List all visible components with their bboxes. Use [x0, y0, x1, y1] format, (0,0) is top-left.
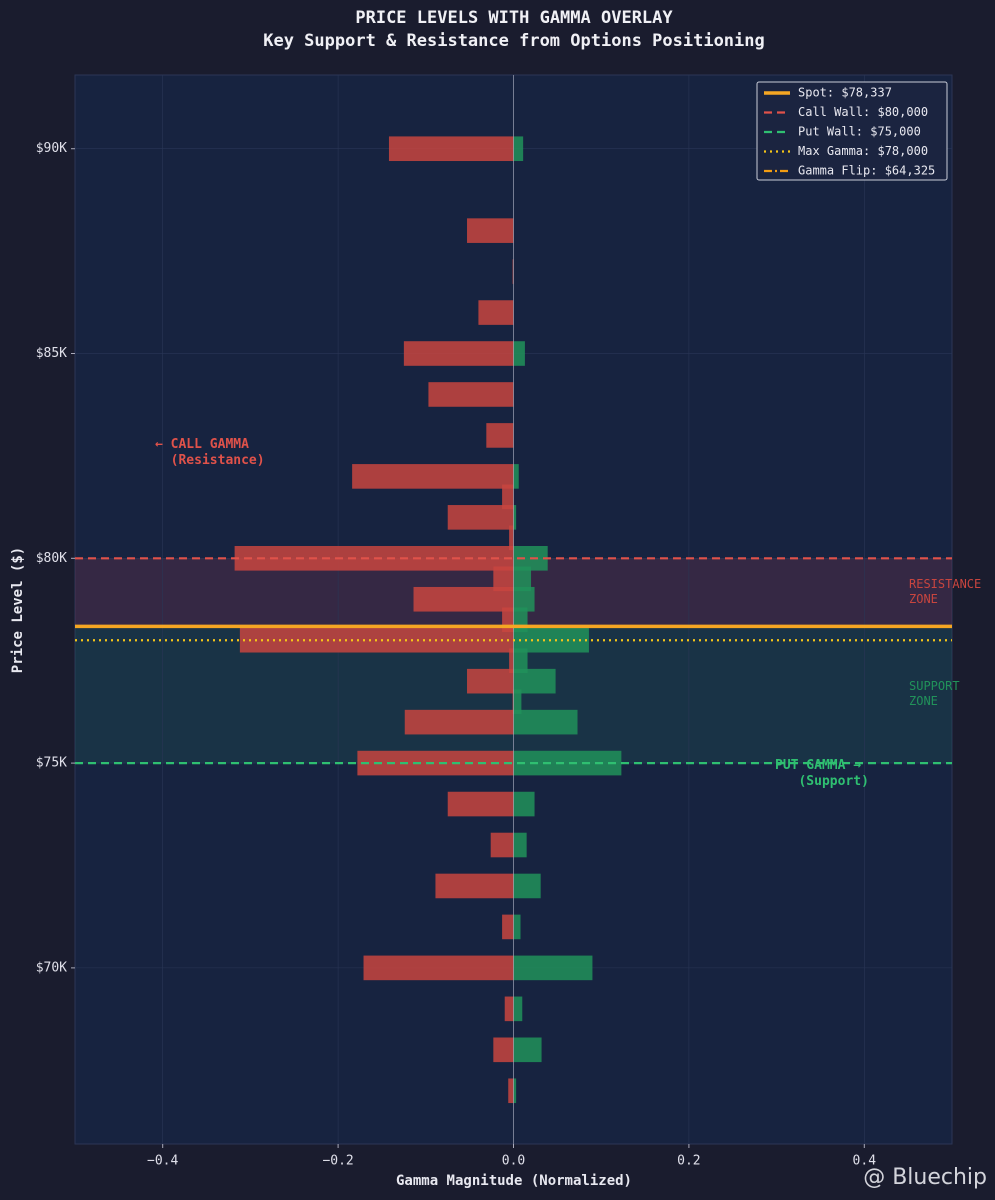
legend-label: Put Wall: $75,000 [798, 125, 921, 139]
bar [478, 300, 514, 325]
annotation: PUT GAMMA → (Support) [775, 758, 869, 789]
chart-subtitle: Key Support & Resistance from Options Po… [263, 31, 765, 51]
bar [513, 791, 535, 817]
bar [486, 423, 514, 448]
bar [513, 750, 622, 776]
bar [403, 341, 514, 366]
bar [513, 464, 519, 489]
x-axis-label: Gamma Magnitude (Normalized) [396, 1173, 632, 1189]
bar [502, 484, 514, 510]
bar [508, 1078, 514, 1104]
bar [467, 218, 514, 243]
legend-label: Call Wall: $80,000 [798, 105, 928, 119]
bar [513, 689, 522, 714]
annotation: ← CALL GAMMA (Resistance) [155, 437, 265, 468]
watermark: @ Bluechip [863, 1165, 987, 1190]
legend-box [756, 81, 948, 181]
x-tick-label: 0.4 [853, 1154, 877, 1169]
y-tick-label: $70K [36, 960, 67, 975]
bar [513, 832, 527, 858]
bar [512, 689, 514, 714]
bar [513, 996, 523, 1022]
legend-label: Spot: $78,337 [798, 86, 892, 100]
chart-title: PRICE LEVELS WITH GAMMA OVERLAY [355, 8, 673, 28]
bar [363, 955, 514, 981]
legend-label: Gamma Flip: $64,325 [798, 164, 935, 178]
bar [388, 136, 514, 162]
bar [502, 607, 514, 633]
bar [435, 873, 514, 899]
bar [513, 709, 578, 735]
bar [513, 341, 525, 366]
bar [504, 996, 514, 1022]
bar [513, 505, 517, 530]
bar [493, 566, 514, 592]
bar [509, 648, 514, 673]
x-tick-label: −0.4 [147, 1154, 178, 1169]
bar [493, 1037, 514, 1063]
x-tick-label: 0.2 [677, 1154, 700, 1169]
bar [447, 791, 514, 817]
bar [357, 750, 514, 776]
legend-label: Max Gamma: $78,000 [798, 144, 928, 158]
bar [467, 668, 514, 694]
bar [513, 136, 524, 162]
bar [502, 914, 514, 940]
bar [413, 586, 514, 612]
y-tick-label: $75K [36, 756, 67, 771]
bar [513, 1078, 517, 1104]
bar [513, 955, 593, 981]
bar [512, 259, 514, 284]
bar [513, 1037, 542, 1063]
y-tick-label: $85K [36, 346, 67, 361]
x-tick-label: −0.2 [322, 1154, 353, 1169]
zone-label: SUPPORT ZONE [909, 679, 960, 708]
bar [428, 382, 514, 407]
y-tick-label: $80K [36, 551, 67, 566]
bar [352, 464, 514, 489]
bar [513, 648, 528, 673]
y-axis-label: Price Level ($) [10, 547, 26, 673]
x-tick-label: 0.0 [502, 1154, 525, 1169]
bar [513, 566, 532, 592]
y-tick-label: $90K [36, 141, 67, 156]
bar [513, 586, 535, 612]
zone-label: RESISTANCE ZONE [909, 577, 982, 606]
bar [509, 525, 514, 551]
bar [404, 709, 514, 735]
bar [513, 873, 541, 899]
bar [490, 832, 514, 858]
plot [75, 75, 952, 1144]
bar [513, 914, 521, 940]
bar [447, 505, 514, 530]
